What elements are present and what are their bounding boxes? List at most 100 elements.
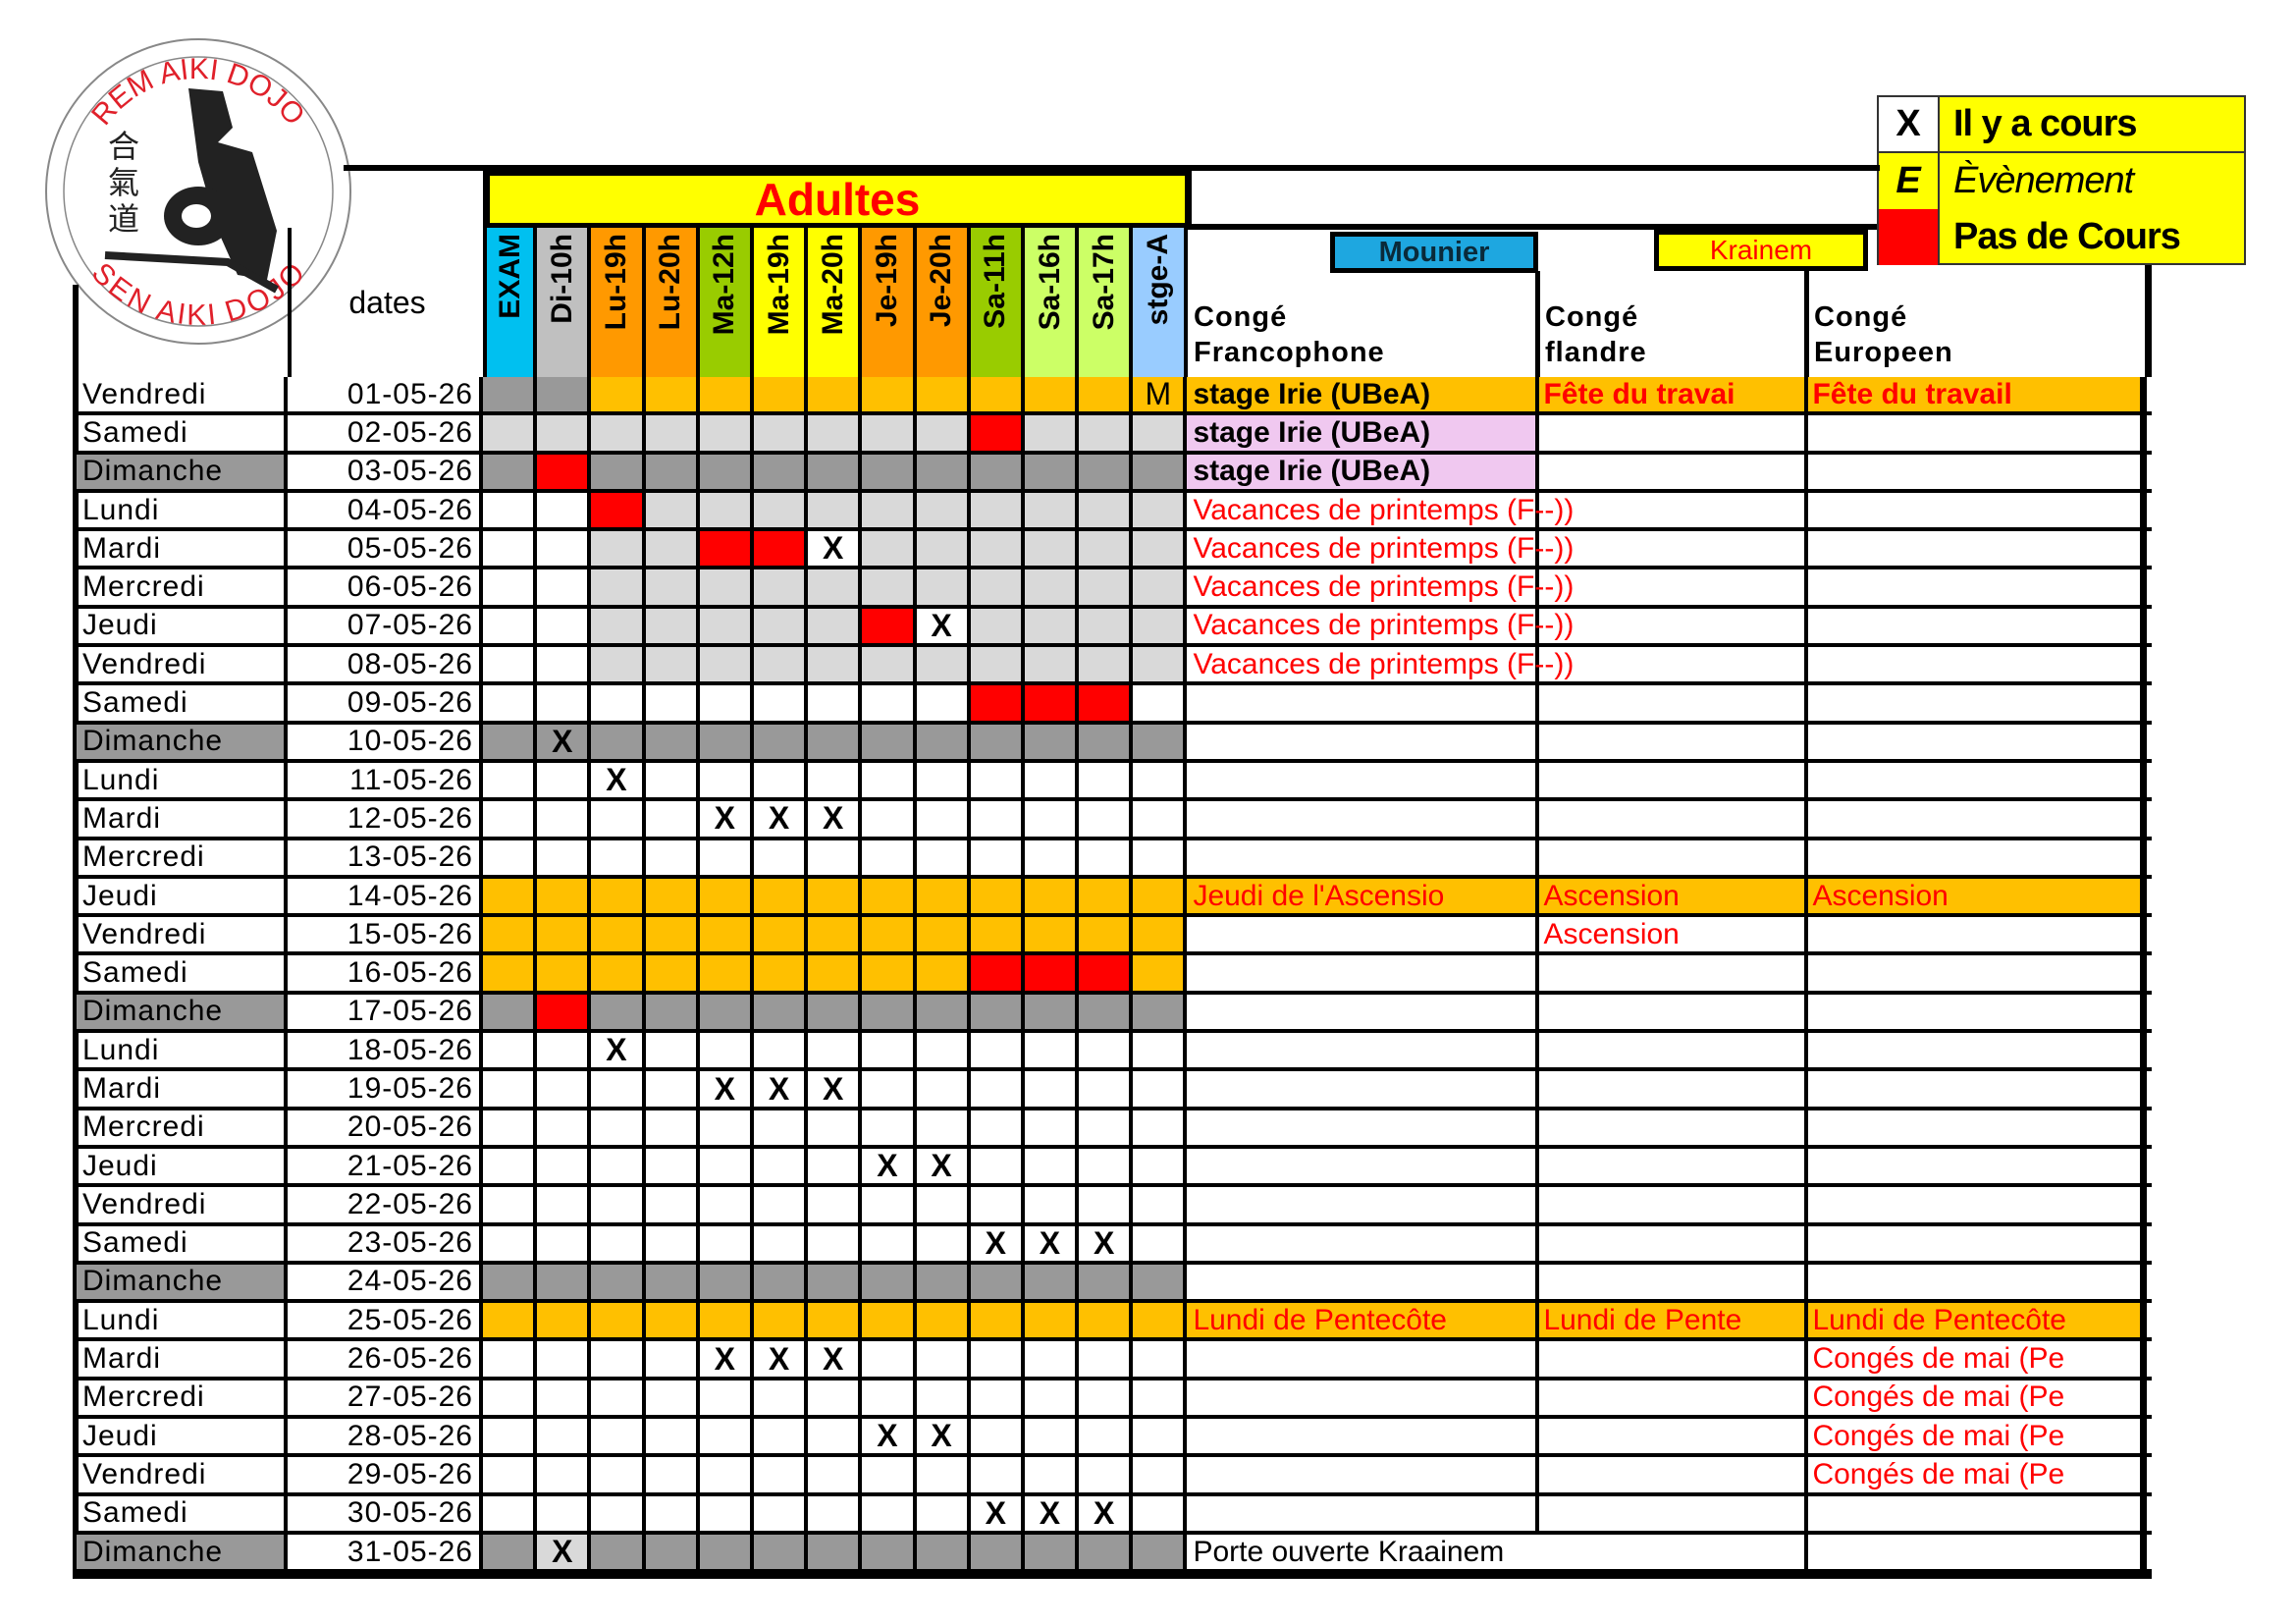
schedule-cell-sa-16h[interactable] xyxy=(1024,415,1080,451)
schedule-cell-ma-19h[interactable] xyxy=(753,1033,809,1068)
schedule-cell-sa-16h[interactable] xyxy=(1024,531,1080,567)
schedule-cell-ma-19h[interactable] xyxy=(753,377,809,412)
schedule-cell-ma-12h[interactable] xyxy=(699,1187,754,1222)
schedule-cell-stge-a[interactable] xyxy=(1133,1303,1188,1338)
schedule-cell-stge-a[interactable] xyxy=(1133,1033,1188,1068)
schedule-cell-ma-20h[interactable] xyxy=(808,994,863,1030)
schedule-cell-ma-12h[interactable] xyxy=(699,531,754,567)
schedule-cell-lu-19h[interactable] xyxy=(591,1264,646,1300)
schedule-cell-lu-20h[interactable] xyxy=(645,647,700,682)
schedule-cell-exam[interactable] xyxy=(483,1110,538,1145)
schedule-cell-sa-11h[interactable] xyxy=(970,531,1025,567)
schedule-cell-exam[interactable] xyxy=(483,454,538,489)
schedule-cell-sa-16h[interactable] xyxy=(1024,839,1080,875)
schedule-cell-exam[interactable] xyxy=(483,647,538,682)
schedule-cell-stge-a[interactable] xyxy=(1133,917,1188,952)
schedule-cell-sa-17h[interactable] xyxy=(1079,685,1134,721)
schedule-cell-ma-20h[interactable] xyxy=(808,1457,863,1492)
schedule-cell-je-20h[interactable] xyxy=(916,1534,971,1570)
schedule-cell-je-20h[interactable] xyxy=(916,1457,971,1492)
schedule-cell-ma-19h[interactable] xyxy=(753,1303,809,1338)
schedule-cell-ma-20h[interactable] xyxy=(808,454,863,489)
schedule-cell-je-20h[interactable] xyxy=(916,647,971,682)
schedule-cell-ma-20h[interactable] xyxy=(808,1303,863,1338)
schedule-cell-ma-19h[interactable]: X xyxy=(753,1071,809,1107)
schedule-cell-ma-20h[interactable]: X xyxy=(808,801,863,837)
schedule-cell-je-20h[interactable] xyxy=(916,569,971,605)
schedule-cell-sa-17h[interactable] xyxy=(1079,1534,1134,1570)
schedule-cell-lu-19h[interactable] xyxy=(591,1534,646,1570)
schedule-cell-di-10h[interactable] xyxy=(537,878,592,914)
schedule-cell-stge-a[interactable] xyxy=(1133,1534,1188,1570)
schedule-cell-lu-20h[interactable] xyxy=(645,531,700,567)
schedule-cell-sa-17h[interactable] xyxy=(1079,1187,1134,1222)
schedule-cell-di-10h[interactable] xyxy=(537,1071,592,1107)
schedule-cell-sa-17h[interactable]: X xyxy=(1079,1225,1134,1261)
schedule-cell-lu-19h[interactable] xyxy=(591,1341,646,1377)
schedule-cell-di-10h[interactable] xyxy=(537,1419,592,1454)
schedule-cell-ma-19h[interactable] xyxy=(753,492,809,528)
schedule-cell-lu-20h[interactable] xyxy=(645,1534,700,1570)
schedule-cell-ma-19h[interactable] xyxy=(753,994,809,1030)
schedule-cell-ma-19h[interactable] xyxy=(753,1110,809,1145)
schedule-cell-ma-19h[interactable] xyxy=(753,1264,809,1300)
schedule-cell-ma-12h[interactable] xyxy=(699,1380,754,1416)
schedule-cell-je-19h[interactable] xyxy=(862,1341,917,1377)
schedule-cell-sa-16h[interactable] xyxy=(1024,1033,1080,1068)
schedule-cell-sa-11h[interactable] xyxy=(970,1071,1025,1107)
schedule-cell-ma-19h[interactable] xyxy=(753,1187,809,1222)
schedule-cell-stge-a[interactable] xyxy=(1133,839,1188,875)
schedule-cell-sa-16h[interactable] xyxy=(1024,1148,1080,1184)
schedule-cell-stge-a[interactable] xyxy=(1133,647,1188,682)
schedule-cell-sa-17h[interactable] xyxy=(1079,1071,1134,1107)
schedule-cell-di-10h[interactable] xyxy=(537,762,592,798)
schedule-cell-lu-20h[interactable] xyxy=(645,1419,700,1454)
schedule-cell-stge-a[interactable] xyxy=(1133,1225,1188,1261)
schedule-cell-je-20h[interactable] xyxy=(916,531,971,567)
schedule-cell-sa-17h[interactable] xyxy=(1079,839,1134,875)
schedule-cell-sa-17h[interactable] xyxy=(1079,994,1134,1030)
schedule-cell-lu-19h[interactable] xyxy=(591,1225,646,1261)
schedule-cell-di-10h[interactable]: X xyxy=(537,1534,592,1570)
schedule-cell-sa-17h[interactable] xyxy=(1079,1457,1134,1492)
schedule-cell-lu-20h[interactable] xyxy=(645,1457,700,1492)
schedule-cell-exam[interactable] xyxy=(483,801,538,837)
schedule-cell-exam[interactable] xyxy=(483,1187,538,1222)
schedule-cell-stge-a[interactable] xyxy=(1133,492,1188,528)
schedule-cell-ma-19h[interactable] xyxy=(753,1457,809,1492)
schedule-cell-sa-16h[interactable]: X xyxy=(1024,1225,1080,1261)
schedule-cell-lu-19h[interactable] xyxy=(591,1187,646,1222)
schedule-cell-sa-11h[interactable] xyxy=(970,492,1025,528)
schedule-cell-je-19h[interactable] xyxy=(862,377,917,412)
schedule-cell-sa-17h[interactable] xyxy=(1079,1033,1134,1068)
schedule-cell-ma-20h[interactable] xyxy=(808,1419,863,1454)
schedule-cell-sa-11h[interactable] xyxy=(970,1534,1025,1570)
schedule-cell-sa-11h[interactable] xyxy=(970,1110,1025,1145)
schedule-cell-sa-11h[interactable] xyxy=(970,569,1025,605)
schedule-cell-sa-17h[interactable] xyxy=(1079,1110,1134,1145)
schedule-cell-stge-a[interactable] xyxy=(1133,994,1188,1030)
schedule-cell-sa-11h[interactable] xyxy=(970,917,1025,952)
schedule-cell-exam[interactable] xyxy=(483,1033,538,1068)
schedule-cell-je-20h[interactable] xyxy=(916,1380,971,1416)
schedule-cell-sa-16h[interactable] xyxy=(1024,955,1080,991)
schedule-cell-exam[interactable] xyxy=(483,1495,538,1531)
schedule-cell-lu-20h[interactable] xyxy=(645,724,700,759)
schedule-cell-lu-19h[interactable] xyxy=(591,1495,646,1531)
schedule-cell-sa-11h[interactable] xyxy=(970,377,1025,412)
schedule-cell-di-10h[interactable] xyxy=(537,685,592,721)
schedule-cell-stge-a[interactable] xyxy=(1133,801,1188,837)
schedule-cell-sa-17h[interactable] xyxy=(1079,569,1134,605)
schedule-cell-sa-11h[interactable] xyxy=(970,1148,1025,1184)
schedule-cell-di-10h[interactable] xyxy=(537,1380,592,1416)
schedule-cell-lu-20h[interactable] xyxy=(645,994,700,1030)
schedule-cell-exam[interactable] xyxy=(483,1071,538,1107)
schedule-cell-ma-20h[interactable] xyxy=(808,377,863,412)
schedule-cell-lu-20h[interactable] xyxy=(645,1264,700,1300)
schedule-cell-je-20h[interactable] xyxy=(916,878,971,914)
schedule-cell-ma-12h[interactable] xyxy=(699,1264,754,1300)
schedule-cell-lu-20h[interactable] xyxy=(645,608,700,644)
schedule-cell-je-20h[interactable] xyxy=(916,1303,971,1338)
schedule-cell-je-19h[interactable] xyxy=(862,569,917,605)
schedule-cell-je-20h[interactable] xyxy=(916,955,971,991)
